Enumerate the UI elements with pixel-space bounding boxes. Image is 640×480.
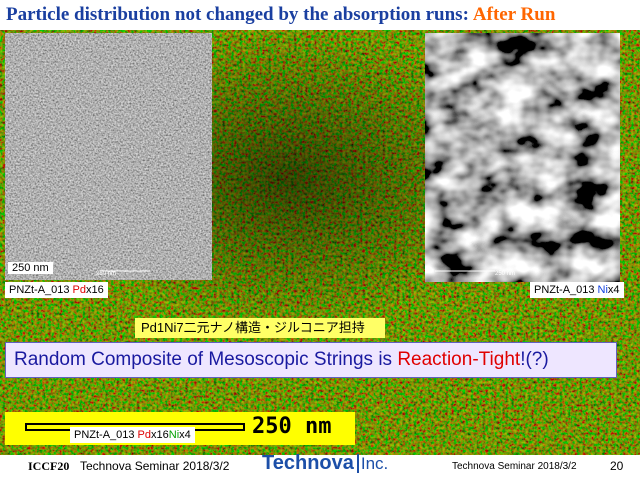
caption-suffix: x16 <box>86 284 104 296</box>
logo-main: Technova <box>262 452 354 474</box>
caption-suffix: x4 <box>179 429 191 441</box>
left-scale-small: 250 nm <box>96 271 117 277</box>
logo: Technova Inc. <box>262 452 389 475</box>
footer-conference: ICCF20 <box>28 459 70 473</box>
footer-seminar-right: Technova Seminar 2018/3/2 <box>452 461 577 472</box>
main-scale-label: 250 nm <box>252 414 332 439</box>
headline-box: Random Composite of Mesoscopic Strings i… <box>5 342 617 378</box>
title-main: Particle distribution not changed by the… <box>6 4 469 25</box>
left-caption: PNZt-A_013 Pdx16 <box>5 282 108 298</box>
caption-middle: x16 <box>151 429 169 441</box>
caption-prefix: PNZt-A_013 <box>9 284 70 296</box>
headline-highlight: Reaction-Tight <box>397 349 521 370</box>
page-number: 20 <box>610 459 624 473</box>
left-scale-label: 250 nm <box>8 262 53 274</box>
main-caption: PNZt-A_013 Pdx16Nix4 <box>70 427 195 443</box>
title-highlight: After Run <box>472 4 556 25</box>
caption-element: Ni <box>597 284 608 296</box>
headline-suffix: !(?) <box>520 349 549 370</box>
footer-seminar: Technova Seminar 2018/3/2 <box>80 459 230 473</box>
right-caption: PNZt-A_013 Nix4 <box>530 282 624 298</box>
logo-suffix: Inc. <box>356 454 389 473</box>
caption-suffix: x4 <box>607 284 620 296</box>
headline-text: Random Composite of Mesoscopic Strings i… <box>14 349 393 370</box>
background-micrograph <box>0 30 640 455</box>
caption-element: Ni <box>168 429 180 441</box>
structure-label: Pd1Ni7二元ナノ構造・ジルコニア担持 <box>135 318 385 338</box>
caption-element: Pd <box>72 284 86 296</box>
slide-title: Particle distribution not changed by the… <box>6 4 555 26</box>
caption-element: Pd <box>137 429 151 441</box>
caption-prefix: PNZt-A_013 <box>534 284 595 296</box>
right-scale-small: 250 nm <box>495 271 516 277</box>
caption-prefix: PNZt-A_013 <box>74 429 135 441</box>
